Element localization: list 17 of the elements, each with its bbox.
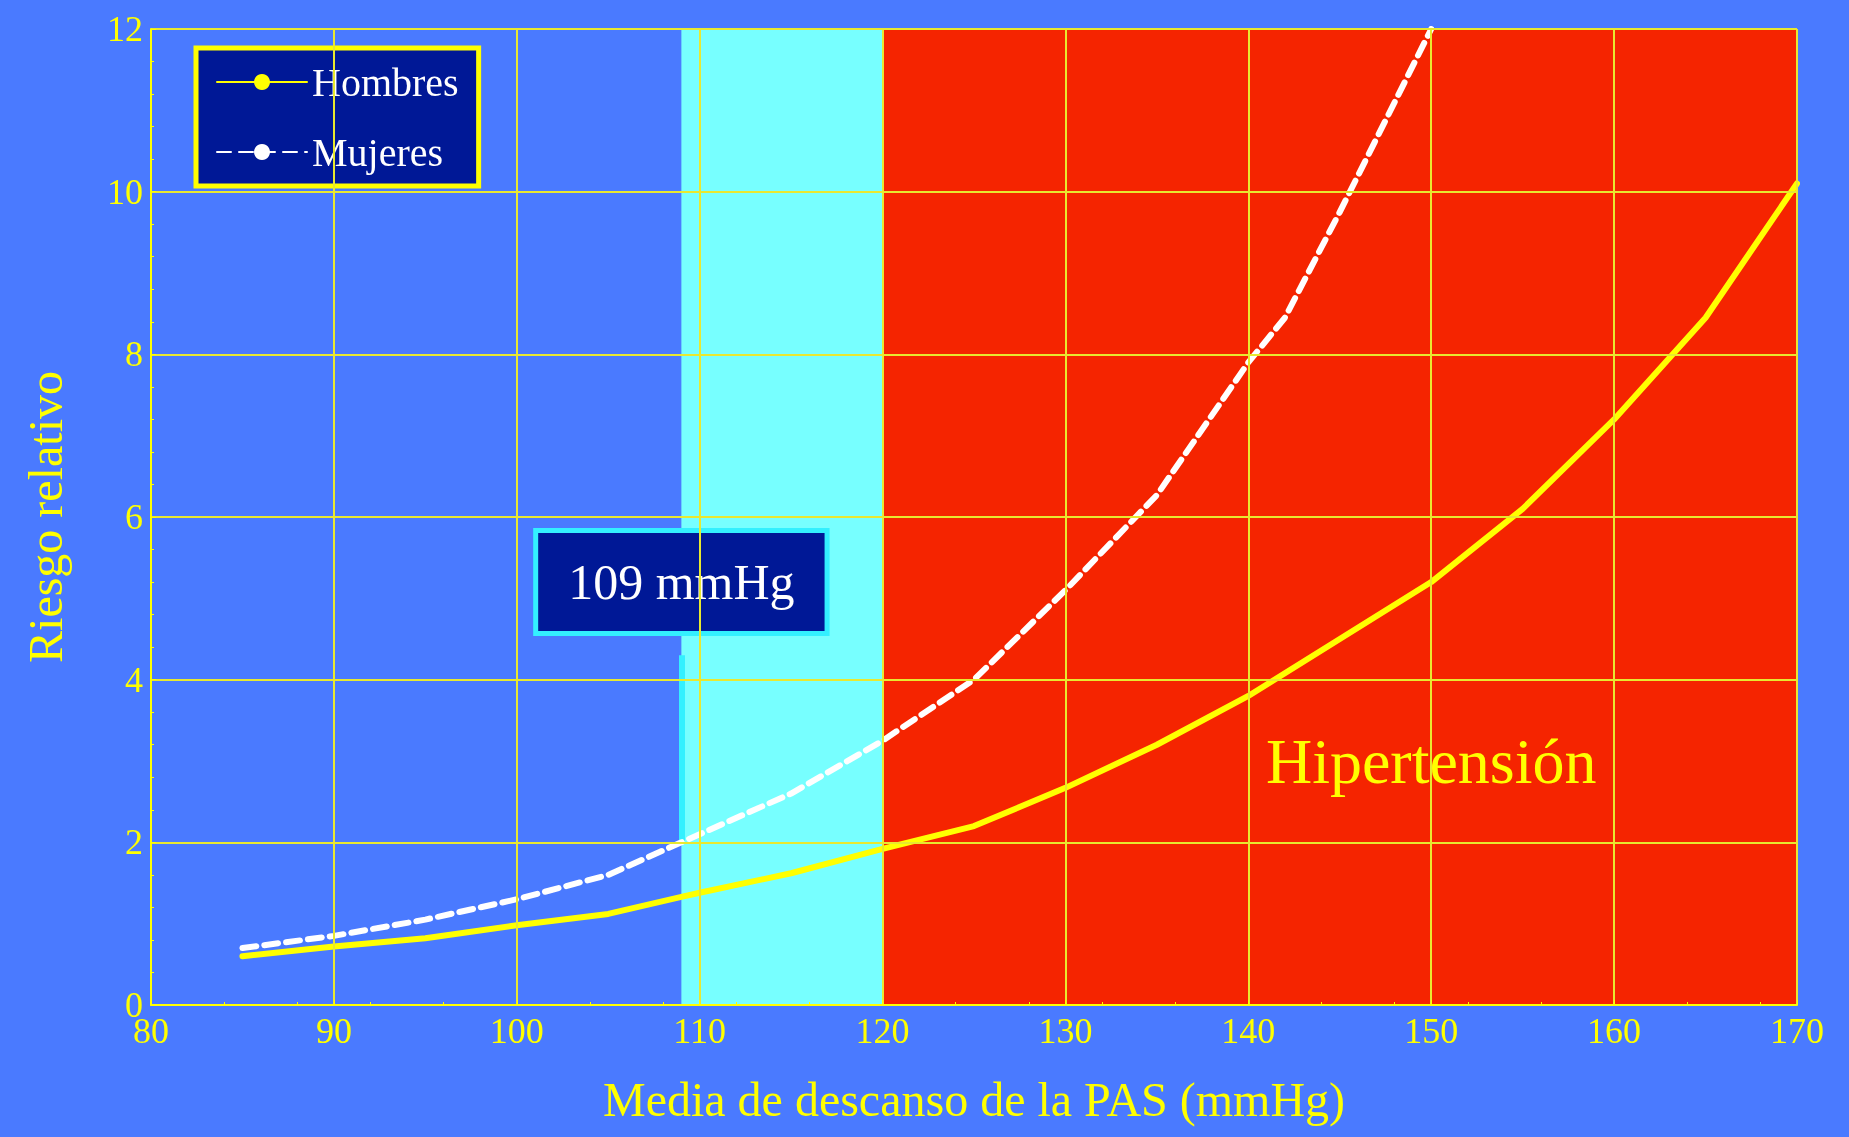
x-tick-label: 90 <box>315 1011 352 1051</box>
y-tick-label: 4 <box>125 659 143 700</box>
y-tick-label: 8 <box>125 334 143 375</box>
x-tick-label: 170 <box>1770 1011 1824 1051</box>
x-tick-label: 120 <box>855 1011 910 1051</box>
x-axis-title: Media de descanso de la PAS (mmHg) <box>602 1072 1346 1127</box>
x-tick-label: 130 <box>1038 1011 1093 1051</box>
y-tick-label: 2 <box>125 822 143 863</box>
y-tick-label: 6 <box>125 497 143 537</box>
y-axis-title: Riesgo relativo <box>18 371 72 663</box>
x-tick-label: 110 <box>673 1011 726 1051</box>
y-tick-label: 12 <box>107 9 143 49</box>
x-tick-label: 100 <box>489 1011 544 1051</box>
y-tick-label: 10 <box>107 171 143 212</box>
x-tick-label: 150 <box>1404 1011 1459 1051</box>
x-tick-label: 140 <box>1221 1011 1276 1051</box>
x-tick-label: 160 <box>1587 1011 1642 1051</box>
